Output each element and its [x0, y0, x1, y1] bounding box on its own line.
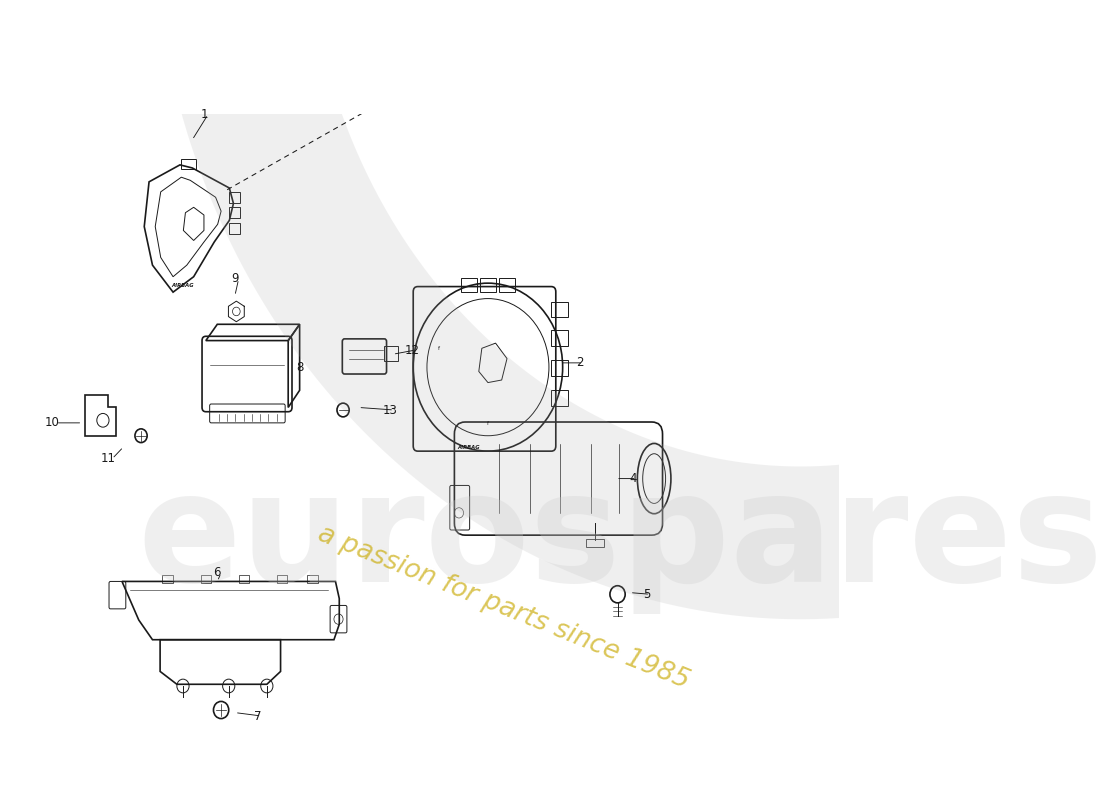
Bar: [163, 574, 173, 583]
Bar: [277, 574, 287, 583]
Text: 1: 1: [200, 108, 208, 121]
Text: 6: 6: [213, 566, 221, 579]
Bar: [551, 360, 568, 376]
Bar: [499, 278, 515, 292]
Bar: [551, 390, 568, 406]
Bar: [551, 302, 568, 318]
Bar: [520, 61, 537, 73]
Text: f: f: [487, 422, 488, 426]
Bar: [461, 278, 476, 292]
Bar: [307, 574, 318, 583]
Bar: [481, 278, 496, 292]
Text: 12: 12: [404, 343, 419, 357]
Bar: [478, 30, 490, 43]
Text: AIRBAG: AIRBAG: [172, 283, 195, 288]
Text: 9: 9: [231, 272, 239, 286]
Text: 5: 5: [642, 588, 650, 601]
Bar: [411, 60, 426, 76]
Text: f: f: [438, 346, 439, 351]
Text: a passion for parts since 1985: a passion for parts since 1985: [314, 522, 693, 694]
Text: eurospares: eurospares: [138, 465, 1100, 614]
Text: 10: 10: [44, 416, 59, 430]
Text: 13: 13: [383, 403, 398, 417]
Bar: [229, 207, 240, 218]
Bar: [455, 30, 466, 43]
Bar: [384, 346, 398, 361]
Text: AIRBAG: AIRBAG: [458, 446, 480, 450]
Text: 3: 3: [476, 0, 484, 1]
Text: 2: 2: [575, 356, 583, 370]
Bar: [229, 222, 240, 234]
Text: 7: 7: [254, 710, 262, 722]
Text: 4: 4: [629, 472, 637, 485]
Text: 11: 11: [101, 452, 116, 466]
Bar: [200, 574, 211, 583]
Bar: [520, 77, 537, 89]
Text: 8: 8: [296, 361, 304, 374]
Bar: [239, 574, 250, 583]
Bar: [468, 30, 478, 43]
Bar: [229, 192, 240, 202]
Bar: [520, 46, 537, 58]
Bar: [182, 159, 197, 169]
Bar: [585, 538, 604, 547]
Bar: [551, 330, 568, 346]
